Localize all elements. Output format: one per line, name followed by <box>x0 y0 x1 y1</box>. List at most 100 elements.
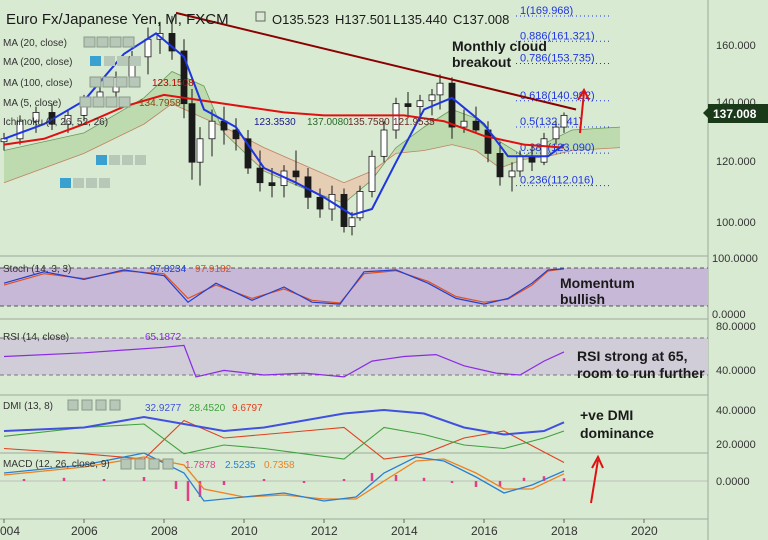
fib-label: 0.618(140.992) <box>520 90 595 102</box>
legend-ma200-label: MA (200, close) <box>3 57 72 68</box>
dmi-buttons[interactable] <box>67 399 121 411</box>
cloud-segment <box>4 132 84 183</box>
ichimoku-value-4: 121.9535 <box>393 117 435 128</box>
fib-label: 0.886(161.321) <box>520 30 595 42</box>
cloud-segment <box>548 130 572 157</box>
legend-extra-buttons[interactable] <box>60 155 146 188</box>
candle-body <box>348 217 356 227</box>
rsi-band <box>0 338 708 375</box>
rsi-tick: 80.0000 <box>716 321 756 333</box>
dmi-adx-line <box>3 408 565 436</box>
dmi-tick: 40.0000 <box>716 405 756 417</box>
candle-body <box>208 120 216 140</box>
candle-body <box>516 155 524 172</box>
cloud-segment <box>396 127 424 154</box>
stoch-label: Stoch (14, 3, 3) <box>3 264 71 275</box>
fib-label: 0.236(112.016) <box>520 175 594 187</box>
ohlc-low: L135.440 <box>393 12 447 27</box>
x-axis-label: 2018 <box>551 524 578 538</box>
fib-label: 0.382(123.090) <box>520 142 595 154</box>
dmi-label: DMI (13, 8) <box>3 401 53 412</box>
candle-body <box>508 170 516 178</box>
legend-ma5[interactable]: MA (5, close) 134.7958 <box>3 96 181 109</box>
candle-body <box>392 103 400 131</box>
stoch-tick: 0.0000 <box>712 309 746 321</box>
candle-body <box>180 50 188 105</box>
cloud-segment <box>172 71 204 119</box>
rsi-line <box>3 344 565 378</box>
axis-bg <box>708 0 768 540</box>
legend-ma5-buttons[interactable] <box>79 96 131 108</box>
price-tick: 120.000 <box>716 156 756 168</box>
chart-title: Euro Fx/Japanese Yen, M, FXCM <box>6 11 229 28</box>
candle-body <box>404 103 412 107</box>
macd-tick: 0.0000 <box>716 476 750 488</box>
up-arrow-price <box>577 87 590 134</box>
candle-body <box>356 191 364 219</box>
legend-ichimoku-label: Ichimoku (9, 26, 52, 26) <box>3 117 108 128</box>
current-price-badge: 137.008 <box>703 104 768 123</box>
x-axis-label: 004 <box>0 524 20 538</box>
candle-body <box>460 120 468 128</box>
macd-buttons[interactable] <box>120 458 174 470</box>
cloud-segment <box>572 127 620 151</box>
legend-ichimoku[interactable]: Ichimoku (9, 26, 52, 26) 123.3530 137.00… <box>3 117 435 128</box>
cloud-segment <box>84 97 144 154</box>
ohlc-open: O135.523 <box>272 12 329 27</box>
candle-body <box>64 114 72 125</box>
rsi-label: RSI (14, close) <box>3 332 69 343</box>
candle-body <box>560 114 568 128</box>
candle-body <box>268 182 276 187</box>
x-axis-label: 2016 <box>471 524 498 538</box>
stoch-d-value: 97.9182 <box>195 264 232 275</box>
stoch-band <box>0 268 708 306</box>
candle-body <box>472 120 480 131</box>
legend-ma100-label: MA (100, close) <box>3 78 72 89</box>
candle-body <box>292 170 300 178</box>
ma20-line <box>3 32 565 216</box>
cloud-segment <box>304 165 344 204</box>
cloud-segment <box>144 71 172 125</box>
macd-value: 1.7878 <box>185 460 216 471</box>
trendline <box>175 11 577 111</box>
ichimoku-value-1: 123.3530 <box>254 117 296 128</box>
legend-ma5-value: 134.7958 <box>139 98 181 109</box>
x-axis-label: 2012 <box>311 524 338 538</box>
ichimoku-value-3: 135.7580 <box>348 117 390 128</box>
dmi-minus-value: 9.6797 <box>232 403 263 414</box>
annotation-momentum-1: Momentum <box>560 275 635 291</box>
legend-ma20-buttons[interactable] <box>83 36 135 48</box>
legend-ma200-buttons[interactable] <box>90 56 141 66</box>
legend-ma5-label: MA (5, close) <box>3 98 61 109</box>
price-tick: 160.000 <box>716 40 756 52</box>
dmi-plus-value: 28.4520 <box>189 403 226 414</box>
candle-body <box>540 138 548 163</box>
fib-label: 1(169.968) <box>520 5 573 17</box>
legend-ma20[interactable]: MA (20, close) <box>3 36 135 49</box>
fib-label: 0.786(153.735) <box>520 52 595 64</box>
legend-ma200[interactable]: MA (200, close) <box>3 56 141 68</box>
x-axis-label: 2010 <box>231 524 258 538</box>
stoch-tick: 100.0000 <box>712 253 758 265</box>
legend-ma100[interactable]: MA (100, close) 123.1508 <box>3 76 194 89</box>
candle-body <box>32 112 40 122</box>
up-arrow-macd <box>590 454 604 504</box>
candle-body <box>232 129 240 140</box>
price-tick: 100.000 <box>716 217 756 229</box>
annotation-cloud-2: breakout <box>452 54 511 70</box>
candle-body <box>16 120 24 140</box>
dmi-plus-line <box>3 423 565 460</box>
ichimoku-value-2: 137.0080 <box>307 117 349 128</box>
candle-body <box>436 82 444 96</box>
macd-signal-value: 2.5235 <box>225 460 256 471</box>
cloud-segment <box>344 171 372 204</box>
dmi-minus-line <box>3 419 565 463</box>
rsi-value: 65.1872 <box>145 332 182 343</box>
current-price: 137.008 <box>713 107 757 121</box>
candle-body <box>0 138 8 143</box>
candle-body <box>428 94 436 102</box>
legend-ma100-buttons[interactable] <box>89 76 141 88</box>
cloud-segment <box>424 109 452 151</box>
header-toggle-box[interactable] <box>255 11 266 22</box>
